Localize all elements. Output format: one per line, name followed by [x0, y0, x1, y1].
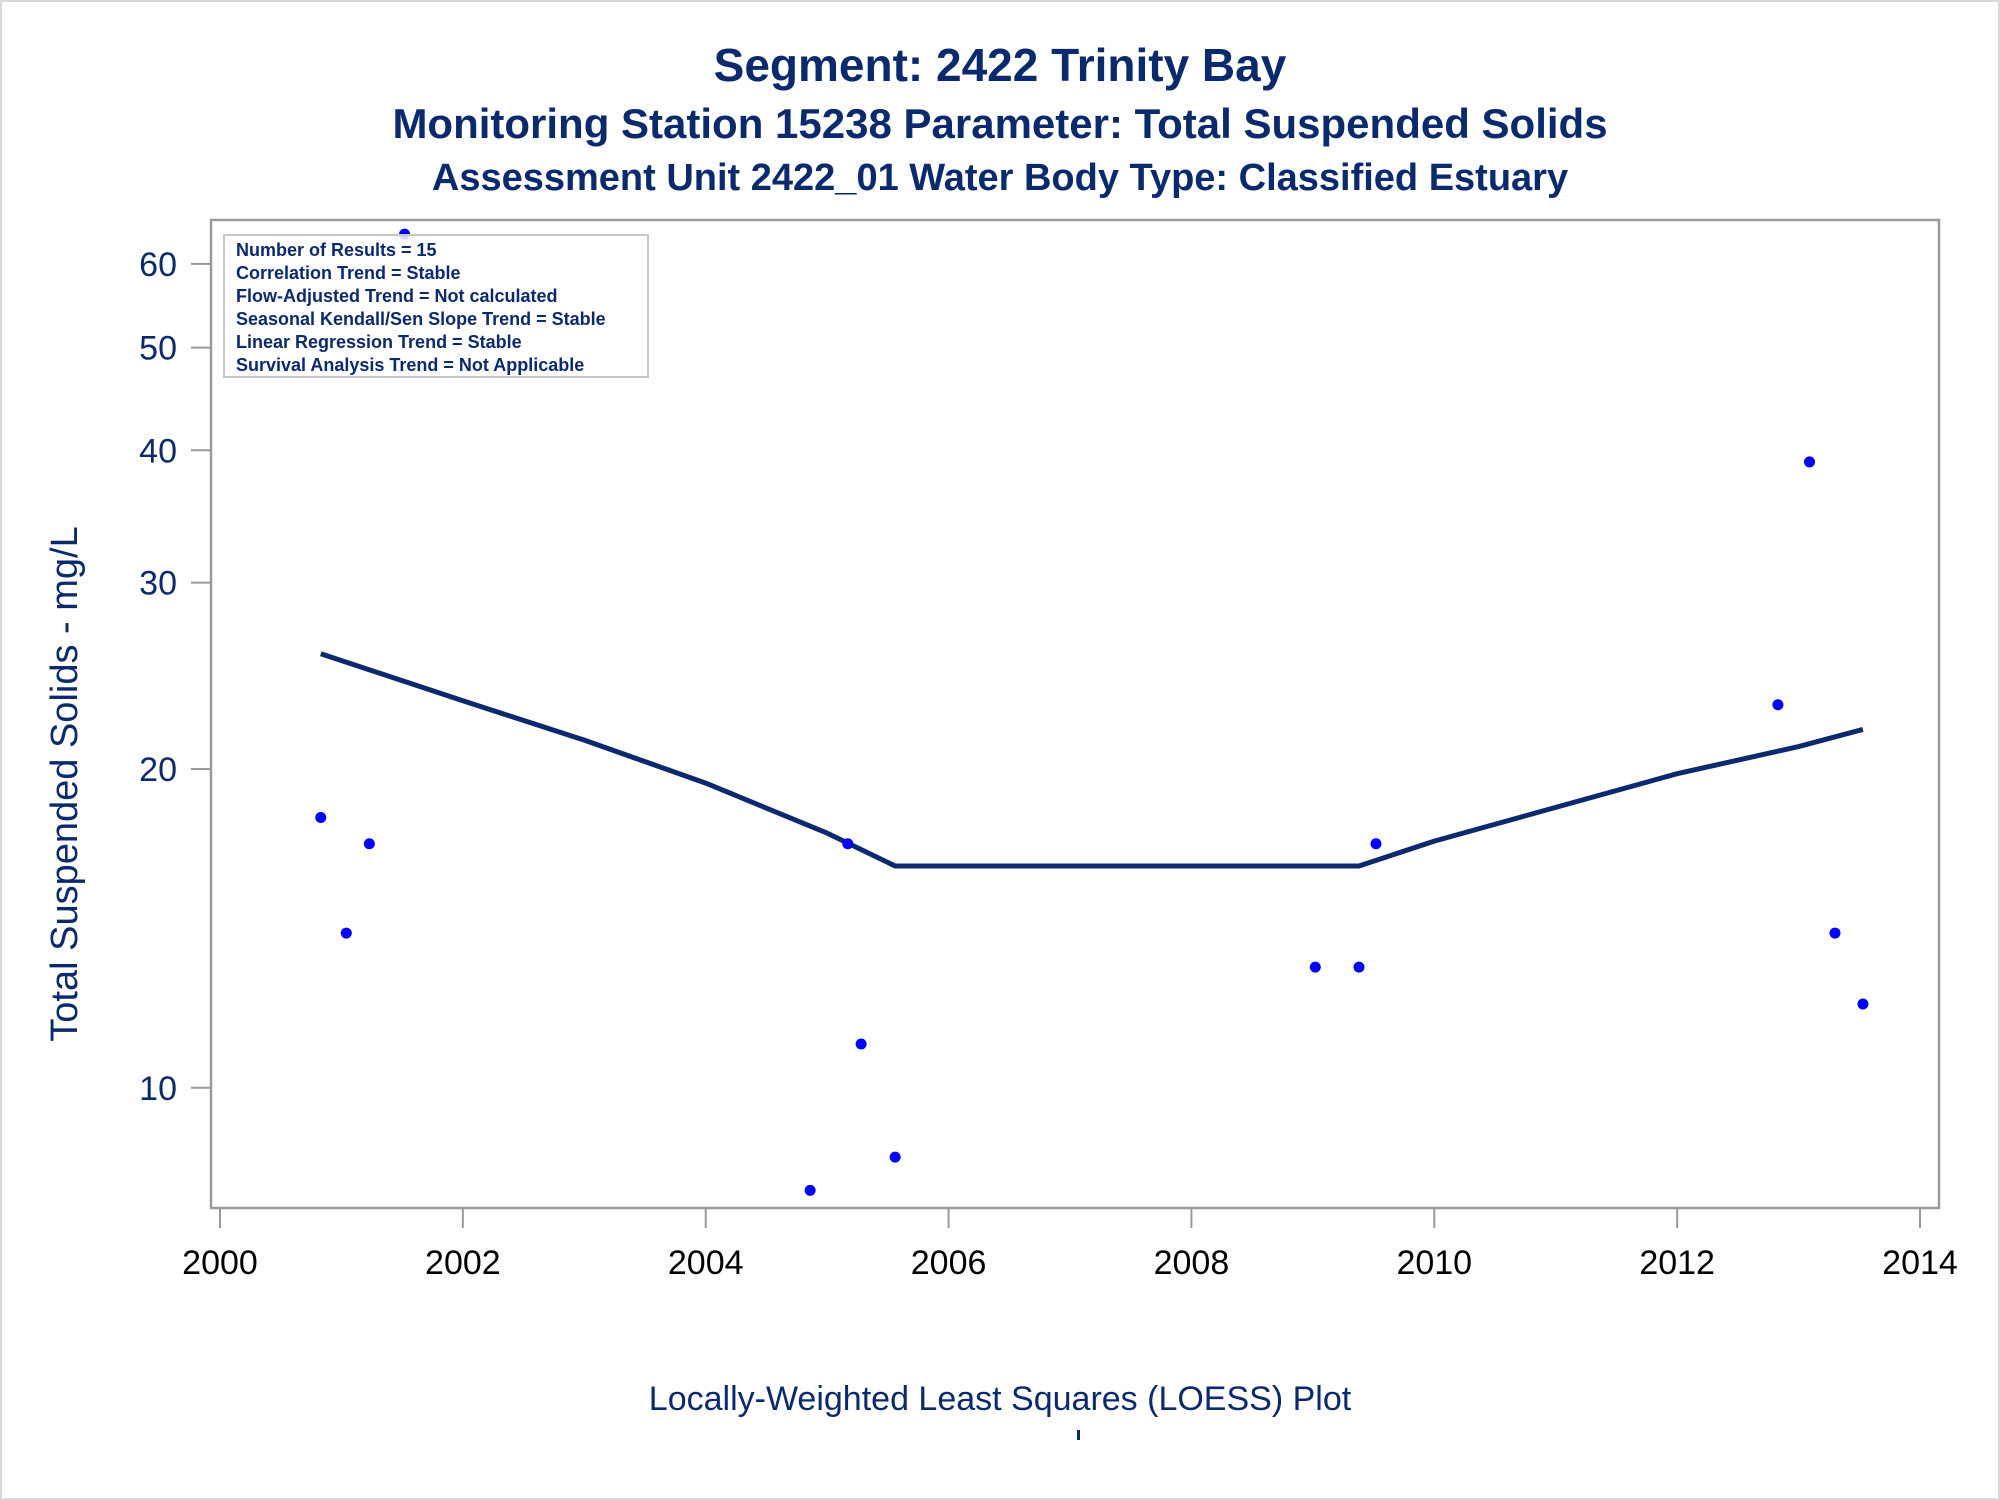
data-point	[855, 1038, 867, 1050]
loess-trend-line	[320, 651, 1864, 869]
y-tick-label: 20	[139, 751, 177, 789]
data-point	[842, 838, 854, 850]
x-tick-label: 2000	[182, 1244, 258, 1282]
x-tick-label: 2008	[1154, 1244, 1230, 1282]
data-point	[1804, 456, 1815, 468]
y-tick-label: 40	[139, 432, 177, 470]
data-point	[1772, 699, 1784, 711]
data-point	[1353, 961, 1365, 973]
chart-subtitle-assessment: Assessment Unit 2422_01 Water Body Type:…	[431, 157, 1569, 199]
data-point	[1370, 838, 1382, 850]
data-point	[1857, 998, 1869, 1010]
data-point	[1829, 927, 1841, 939]
data-point	[1309, 961, 1321, 973]
data-point	[315, 812, 327, 824]
trend-info-box	[223, 234, 649, 378]
trend-info-line: Correlation Trend = Stable	[236, 263, 461, 283]
data-point	[363, 838, 375, 850]
y-axis-label: Total Suspended Solids - mg/L	[44, 526, 86, 1041]
x-tick-label: 2004	[668, 1244, 744, 1282]
data-point	[804, 1184, 816, 1196]
x-tick-label: 2012	[1639, 1244, 1715, 1282]
trend-info-line: Flow-Adjusted Trend = Not calculated	[236, 286, 558, 306]
x-tick-label: 2010	[1396, 1244, 1472, 1282]
y-tick-label: 60	[139, 246, 177, 284]
trend-info-line: Seasonal Kendall/Sen Slope Trend = Stabl…	[236, 309, 606, 329]
data-point	[889, 1151, 901, 1163]
x-tick-label: 2002	[425, 1244, 501, 1282]
x-tick-label: 2014	[1882, 1244, 1958, 1282]
trend-info-line: Survival Analysis Trend = Not Applicable	[236, 355, 584, 375]
plot-area-frame	[209, 218, 1941, 1210]
y-tick-label: 10	[139, 1070, 177, 1108]
chart-footnote: Locally-Weighted Least Squares (LOESS) P…	[648, 1380, 1352, 1418]
y-tick-label: 30	[139, 565, 177, 603]
x-tick-label: 2006	[911, 1244, 987, 1282]
footnote-tick-mark	[1077, 1430, 1080, 1440]
data-point	[340, 927, 352, 939]
chart-title: Segment: 2422 Trinity Bay	[713, 39, 1287, 91]
chart-subtitle-station: Monitoring Station 15238 Parameter: Tota…	[392, 100, 1608, 147]
trend-info-line: Number of Results = 15	[236, 240, 437, 260]
trend-info-line: Linear Regression Trend = Stable	[236, 332, 522, 352]
y-tick-label: 50	[139, 330, 177, 368]
